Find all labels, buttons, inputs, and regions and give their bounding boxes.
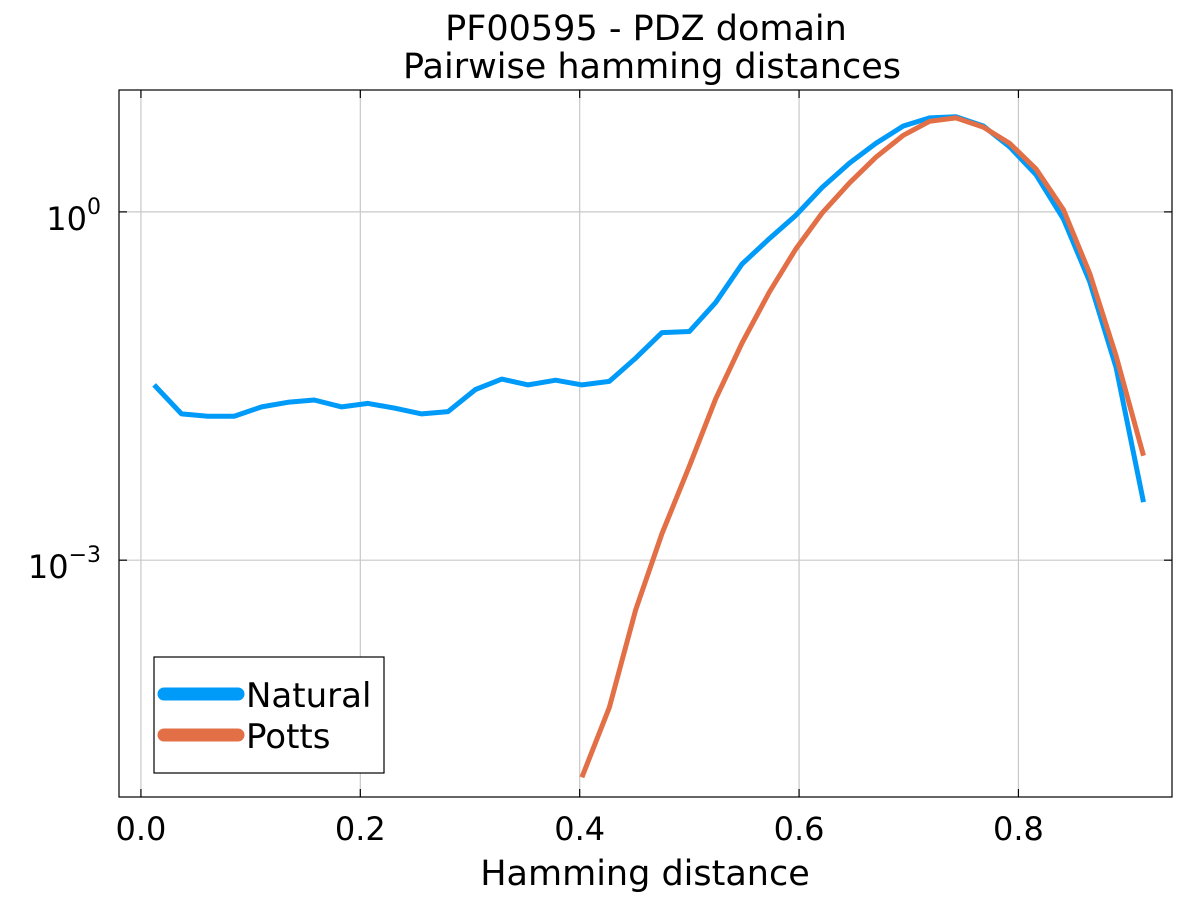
chart-subtitle: Pairwise hamming distances (403, 47, 901, 87)
x-axis-label: Hamming distance (480, 854, 810, 894)
legend: Natural Potts (153, 656, 385, 774)
x-tick-label: 0.6 (774, 810, 825, 848)
legend-box (153, 656, 385, 774)
legend-label-potts: Potts (246, 717, 330, 757)
series-line-potts (579, 115, 1146, 779)
y-tick-label: 100 (46, 195, 101, 238)
x-tick-label: 0.8 (993, 810, 1044, 848)
x-tick-label: 0.4 (554, 810, 605, 848)
axis-ticks: 0.0 0.2 0.4 0.6 0.8 100 10−3 (28, 90, 1172, 848)
x-tick-label: 0.0 (115, 810, 166, 848)
plot-series (152, 114, 1146, 779)
chart-title: PF00595 - PDZ domain (445, 9, 847, 49)
y-tick-label: 10−3 (28, 543, 101, 586)
x-tick-label: 0.2 (335, 810, 386, 848)
plot-frame (118, 89, 1173, 798)
legend-label-natural: Natural (246, 676, 371, 716)
grid (119, 90, 1172, 797)
